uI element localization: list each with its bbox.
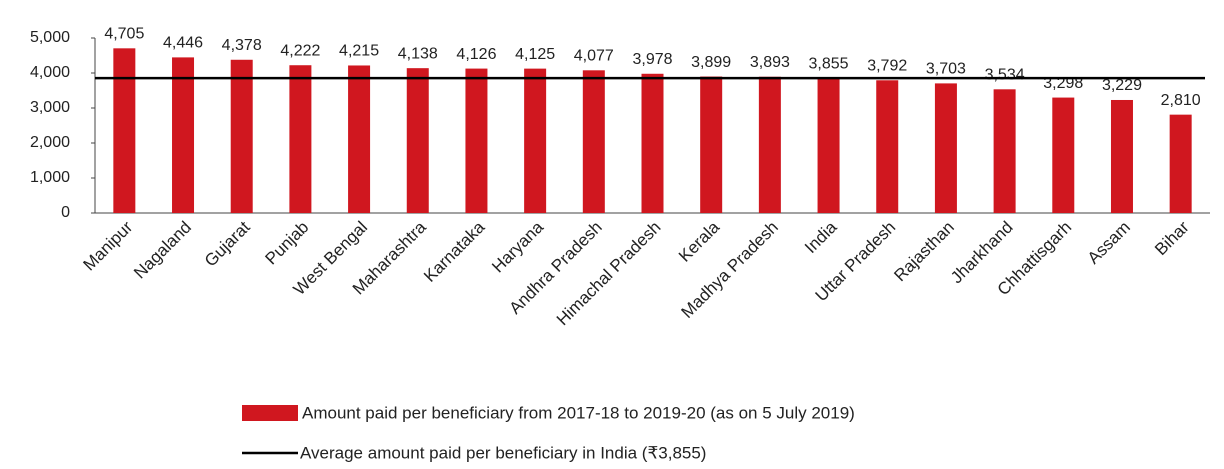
value-label: 3,855 xyxy=(809,55,849,72)
x-tick-label: Nagaland xyxy=(130,218,195,283)
bar xyxy=(934,83,957,214)
value-label: 3,978 xyxy=(632,51,672,68)
x-tick-label: Gujarat xyxy=(201,217,254,270)
bar xyxy=(817,78,840,213)
x-tick-label: Assam xyxy=(1084,218,1134,268)
x-tick-label: Bihar xyxy=(1151,217,1193,259)
value-label: 4,138 xyxy=(398,45,438,62)
x-tick-label: Karnataka xyxy=(420,217,489,286)
x-tick-label: Haryana xyxy=(488,217,547,276)
bar xyxy=(289,65,312,213)
x-tick-label: Himachal Pradesh xyxy=(553,218,665,330)
legend-swatch xyxy=(242,405,298,421)
value-label: 3,703 xyxy=(926,61,966,78)
bar xyxy=(1169,114,1192,213)
bar xyxy=(641,73,664,214)
value-label: 4,222 xyxy=(280,42,320,59)
y-tick-label: 0 xyxy=(61,204,70,221)
bar xyxy=(524,68,547,213)
y-tick-label: 2,000 xyxy=(30,134,70,151)
value-label: 2,810 xyxy=(1161,92,1201,109)
bar xyxy=(582,70,605,214)
value-label: 4,077 xyxy=(574,48,614,65)
bar xyxy=(406,68,429,213)
value-label: 3,792 xyxy=(867,57,907,74)
bar xyxy=(876,80,899,213)
legend-label: Average amount paid per beneficiary in I… xyxy=(300,443,706,462)
x-tick-label: India xyxy=(801,217,841,257)
value-label: 4,215 xyxy=(339,43,379,60)
value-label: 3,893 xyxy=(750,54,790,71)
bar xyxy=(172,57,195,213)
x-tick-label: Punjab xyxy=(262,218,313,269)
y-tick-label: 3,000 xyxy=(30,99,70,116)
y-tick-label: 1,000 xyxy=(30,169,70,186)
bar xyxy=(465,68,488,213)
value-label: 3,899 xyxy=(691,54,731,71)
bar xyxy=(758,76,781,214)
value-label: 4,446 xyxy=(163,35,203,52)
value-label: 4,125 xyxy=(515,46,555,63)
value-label: 3,229 xyxy=(1102,77,1142,94)
x-tick-label: Manipur xyxy=(79,217,136,274)
bar xyxy=(1110,99,1133,213)
value-label: 4,378 xyxy=(222,37,262,54)
bar xyxy=(1052,97,1075,213)
bar xyxy=(700,76,723,213)
y-tick-label: 5,000 xyxy=(30,29,70,46)
bar xyxy=(348,65,371,213)
legend-label: Amount paid per beneficiary from 2017-18… xyxy=(302,403,855,422)
bar xyxy=(230,59,253,213)
value-label: 4,705 xyxy=(104,26,144,43)
x-tick-label: Kerala xyxy=(675,217,724,266)
y-tick-label: 4,000 xyxy=(30,64,70,81)
bar xyxy=(993,89,1016,213)
value-label: 3,534 xyxy=(985,67,1025,84)
value-label: 4,126 xyxy=(456,46,496,63)
bar xyxy=(113,48,136,214)
